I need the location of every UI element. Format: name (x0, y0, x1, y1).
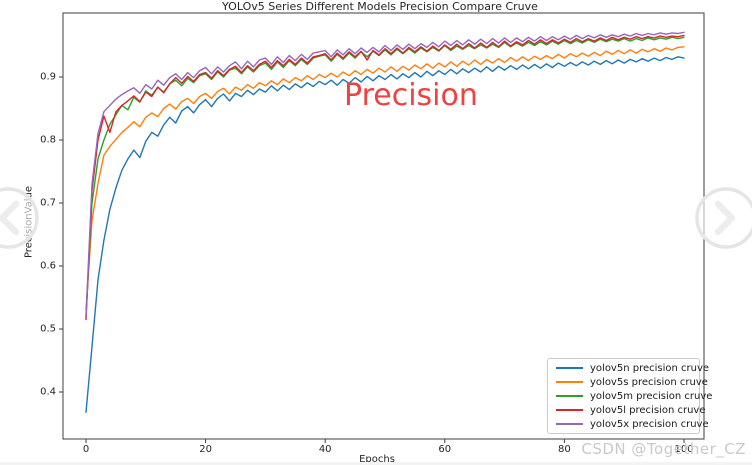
chart-title: YOLOv5 Series Different Models Precision… (222, 0, 538, 13)
legend-label: yolov5n precision cruve (590, 362, 710, 374)
legend-line-swatch (556, 423, 583, 425)
x-tick-label: 0 (82, 444, 90, 455)
csdn-watermark: CSDN @Together_CZ (581, 440, 746, 458)
plot-spines (62, 12, 705, 440)
legend-label: yolov5l precision cruve (590, 404, 706, 416)
page-background-strip (0, 462, 752, 465)
curve-yolov5l (85, 34, 685, 321)
prev-image-button[interactable] (0, 186, 40, 250)
legend-label: yolov5x precision cruve (590, 418, 709, 430)
curve-yolov5x (85, 31, 685, 318)
y-tick-label: 0.9 (40, 71, 56, 83)
legend-item-yolov5m: yolov5m precision cruve (548, 390, 712, 403)
next-image-button[interactable] (694, 186, 752, 250)
chart-legend: yolov5n precision cruve yolov5s precision… (547, 358, 712, 434)
legend-label: yolov5m precision cruve (590, 390, 713, 402)
chevron-left-icon (0, 187, 39, 249)
legend-line-swatch (556, 367, 583, 369)
legend-label: yolov5s precision cruve (590, 376, 708, 388)
legend-line-swatch (556, 381, 583, 383)
legend-item-yolov5n: yolov5n precision cruve (548, 362, 709, 375)
y-tick-label: 0.5 (40, 323, 56, 335)
legend-line-swatch (556, 395, 583, 397)
curve-yolov5m (85, 36, 685, 318)
y-tick-label: 0.6 (40, 260, 56, 272)
y-tick-label: 0.7 (40, 197, 56, 209)
x-tick-label: 40 (318, 444, 332, 455)
x-axis-label: Epochs (359, 454, 395, 465)
chevron-right-icon (695, 187, 752, 249)
legend-line-swatch (556, 409, 583, 411)
legend-item-yolov5s: yolov5s precision cruve (548, 376, 708, 389)
curve-yolov5n (85, 56, 685, 413)
x-tick-label: 100 (674, 444, 694, 455)
x-tick-label: 20 (199, 444, 212, 455)
y-tick-label: 0.8 (40, 134, 56, 146)
precision-annotation: Precision (344, 78, 478, 113)
legend-item-yolov5x: yolov5x precision cruve (548, 418, 709, 431)
x-tick-label: 80 (558, 444, 571, 455)
curve-yolov5s (85, 46, 685, 311)
y-tick-label: 0.4 (40, 386, 56, 398)
legend-item-yolov5l: yolov5l precision cruve (548, 404, 705, 417)
x-tick-label: 60 (438, 444, 452, 455)
